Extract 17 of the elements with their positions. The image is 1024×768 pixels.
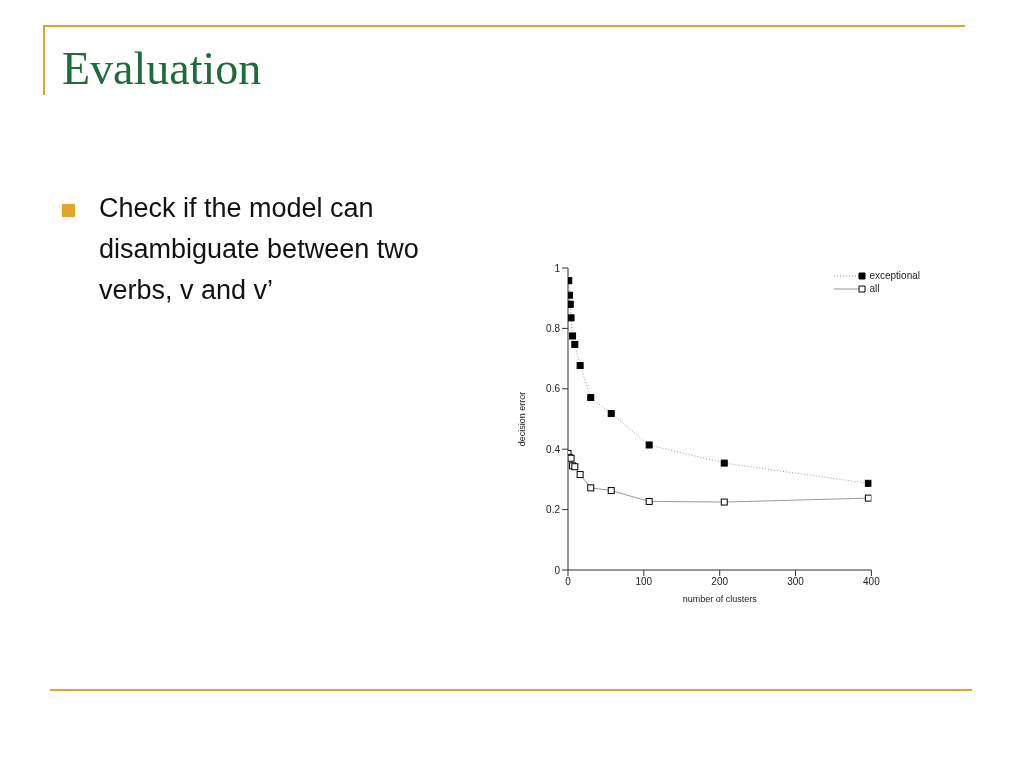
y-tick-label: 0 bbox=[554, 564, 561, 576]
x-tick-label: 200 bbox=[711, 576, 729, 588]
y-tick-label: 0.6 bbox=[546, 383, 561, 395]
y-tick-label: 1 bbox=[554, 262, 561, 274]
legend-label: exceptional bbox=[869, 270, 920, 281]
x-tick-label: 0 bbox=[565, 576, 572, 588]
y-tick-label: 0.8 bbox=[546, 322, 561, 334]
text: Check if the model can disambiguate between two verbs, v and v’ bbox=[99, 192, 420, 307]
x-tick-label: 100 bbox=[635, 576, 653, 588]
x-tick-label: 400 bbox=[863, 576, 881, 588]
x-axis-title: number of clusters bbox=[682, 594, 758, 604]
text: Evaluation bbox=[62, 42, 262, 95]
y-tick-label: 0.4 bbox=[546, 443, 561, 455]
legend-label: all bbox=[869, 283, 880, 294]
y-tick-label: 0.2 bbox=[546, 504, 561, 516]
x-tick-label: 300 bbox=[787, 576, 805, 588]
y-axis-title: decision error bbox=[517, 391, 528, 447]
